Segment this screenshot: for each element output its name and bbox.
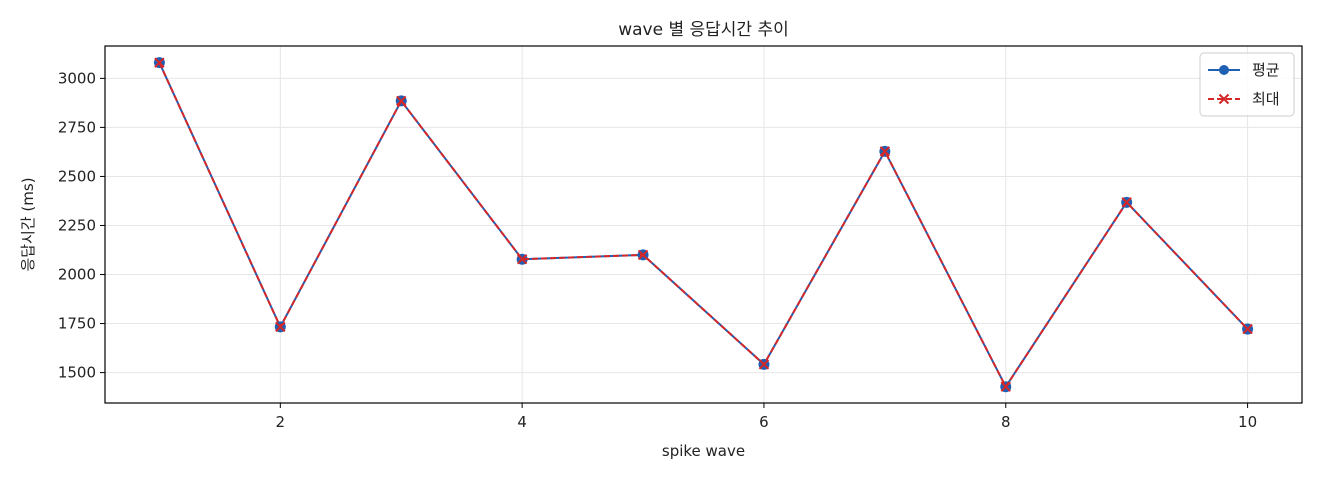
chart-title: wave 별 응답시간 추이 (618, 20, 789, 40)
legend-label-1: 평균 (1252, 61, 1280, 79)
x-marker-stroke (396, 95, 407, 107)
x-tick-label: 6 (759, 413, 769, 431)
plot-frame (104, 45, 1303, 404)
x-marker-stroke (1242, 323, 1253, 335)
grid (105, 46, 1302, 403)
data-point-max (879, 146, 891, 157)
x-marker-stroke (275, 321, 286, 333)
y-tick-label: 2250 (58, 216, 96, 234)
x-marker-stroke (637, 249, 649, 261)
data-point-max (275, 321, 286, 333)
x-tick-label: 4 (517, 413, 527, 431)
series-layer (153, 57, 1254, 393)
data-point-max (758, 359, 770, 370)
legend-marker-circle (1219, 65, 1229, 75)
y-tick-label: 1750 (58, 315, 96, 333)
ticks: 2 4 6 8 10 1500 1750 2000 2250 2500 2750 3000 (58, 69, 1257, 431)
data-point-max (1000, 381, 1011, 392)
data-point-max (516, 254, 528, 265)
x-marker-stroke (879, 146, 891, 157)
data-point-max (1121, 197, 1132, 208)
data-point-max (396, 95, 407, 107)
x-marker-stroke (154, 57, 165, 68)
x-marker-stroke (1121, 197, 1132, 208)
data-point-max (1242, 323, 1253, 335)
x-marker-stroke (516, 254, 528, 265)
x-tick-label: 8 (1001, 413, 1011, 431)
y-tick-label: 2750 (58, 118, 96, 136)
x-marker-stroke (758, 359, 770, 370)
series-line-2 (158, 62, 1249, 388)
x-tick-label: 2 (276, 413, 286, 431)
legend-box (1199, 52, 1295, 117)
y-axis-label: 응답시간 (ms) (19, 177, 37, 271)
y-tick-label: 1500 (58, 364, 96, 382)
data-point-max (154, 57, 165, 68)
y-tick-label: 2000 (58, 266, 96, 284)
y-tick-label: 3000 (58, 69, 96, 87)
legend-label-2: 최대 (1252, 90, 1280, 108)
x-marker-stroke (1000, 381, 1011, 392)
x-tick-label: 10 (1238, 413, 1257, 431)
legend-marker-x (1218, 93, 1230, 105)
data-point-max (637, 249, 649, 261)
x-axis-label: spike wave (662, 442, 745, 460)
y-tick-label: 2500 (58, 167, 96, 185)
